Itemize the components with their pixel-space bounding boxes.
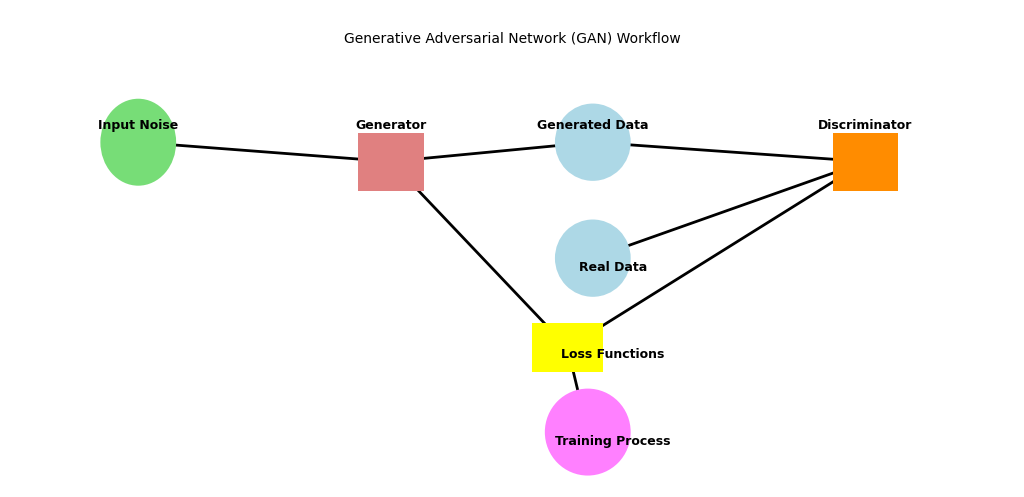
Text: Training Process: Training Process bbox=[555, 435, 671, 448]
Ellipse shape bbox=[545, 389, 631, 476]
Ellipse shape bbox=[100, 99, 176, 186]
Text: Discriminator: Discriminator bbox=[818, 119, 912, 132]
Ellipse shape bbox=[555, 103, 631, 181]
Text: Loss Functions: Loss Functions bbox=[561, 348, 665, 361]
Text: Generated Data: Generated Data bbox=[537, 119, 648, 132]
Ellipse shape bbox=[555, 220, 631, 297]
FancyBboxPatch shape bbox=[358, 133, 424, 190]
FancyBboxPatch shape bbox=[532, 324, 603, 372]
FancyBboxPatch shape bbox=[833, 133, 898, 190]
Text: Generator: Generator bbox=[355, 119, 426, 132]
Text: Input Noise: Input Noise bbox=[98, 119, 178, 132]
Text: Real Data: Real Data bbox=[579, 261, 647, 274]
Text: Generative Adversarial Network (GAN) Workflow: Generative Adversarial Network (GAN) Wor… bbox=[344, 31, 680, 45]
